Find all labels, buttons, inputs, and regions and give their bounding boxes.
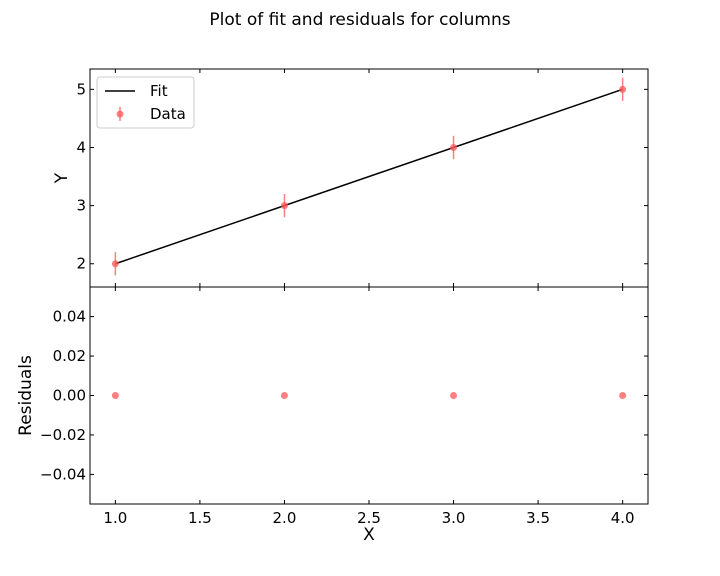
fit-line: [115, 88, 623, 265]
y-tick-label: 0.02: [53, 347, 86, 365]
data-point: [450, 143, 458, 151]
y-tick-label: 0.00: [53, 387, 86, 405]
y-axis-label: Residuals: [16, 355, 36, 436]
residual-point: [280, 392, 288, 399]
residuals-panel: 1.0 1.5 2.0 2.5 3.0 3.5 4.0 −0.04 −0.02 0.00 0.02 0…: [16, 286, 649, 545]
legend-swatch-data: [116, 110, 124, 118]
y-tick-label: −0.04: [40, 465, 86, 483]
y-tick-label: 4: [76, 138, 86, 156]
data-point: [111, 260, 119, 268]
x-tick-label: 4.0: [611, 509, 635, 527]
axes-frame-residuals: [89, 286, 649, 505]
x-axis-label: X: [363, 525, 375, 545]
residual-point: [619, 392, 627, 399]
figure-title: Plot of fit and residuals for columns: [209, 10, 511, 30]
y-tick-label: 3: [76, 197, 86, 215]
data-point: [619, 85, 627, 93]
x-tick-label: 1.5: [188, 509, 212, 527]
y-tick-label: 0.04: [53, 308, 86, 326]
data-point: [280, 202, 288, 210]
x-tick-label: 3.0: [442, 509, 466, 527]
x-tick-label: 3.5: [526, 509, 550, 527]
y-tick-label: −0.02: [40, 426, 86, 444]
x-tick-label: 1.0: [103, 509, 127, 527]
x-tick-label: 2.5: [357, 509, 381, 527]
residual-point: [450, 392, 458, 399]
residual-point: [111, 392, 119, 399]
y-axis-label: Y: [52, 172, 72, 184]
y-tick-label: 5: [76, 80, 86, 98]
x-tick-label: 2.0: [273, 509, 297, 527]
legend-label: Fit: [150, 82, 168, 100]
fit-panel: 2 3 4 5 Y Fit Data: [52, 68, 649, 288]
y-tick-label: 2: [76, 255, 86, 273]
legend-label: Data: [150, 105, 186, 123]
